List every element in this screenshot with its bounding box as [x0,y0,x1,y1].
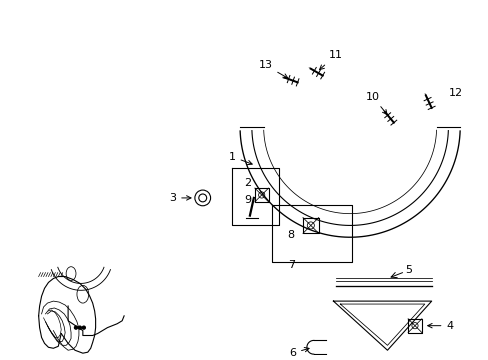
Text: 12: 12 [447,88,462,98]
Text: 3: 3 [169,193,191,203]
Text: 2: 2 [244,178,251,188]
Text: 10: 10 [365,92,386,114]
Circle shape [78,326,81,329]
Circle shape [74,326,77,329]
Text: 1: 1 [228,152,252,165]
Text: 4: 4 [427,321,453,331]
Text: 9: 9 [244,195,251,205]
Text: 5: 5 [405,265,412,275]
Text: 13: 13 [258,60,287,78]
Text: 8: 8 [287,230,294,240]
Text: 7: 7 [287,260,294,270]
Text: 6: 6 [288,347,308,358]
Text: 11: 11 [319,50,342,69]
Circle shape [82,326,85,329]
